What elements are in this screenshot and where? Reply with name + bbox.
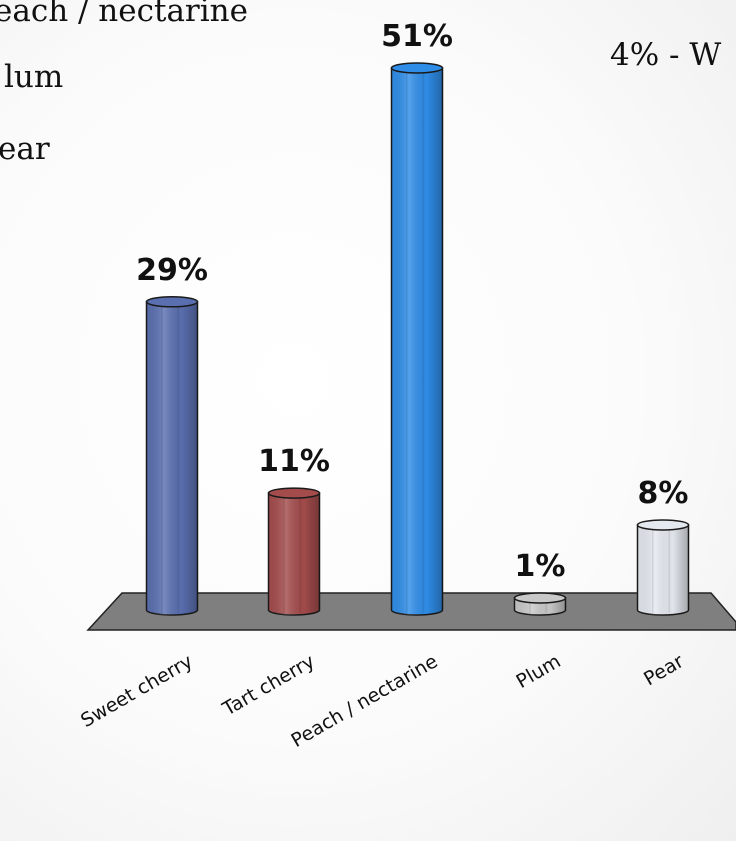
side-list-item-peach: each / nectarine: [0, 0, 248, 29]
bar-plum: [513, 592, 567, 616]
tick-label-sweet-cherry: Sweet cherry: [77, 650, 196, 732]
bar-peach-nectarine: [390, 62, 444, 616]
side-note: 4% - W: [610, 37, 722, 73]
tick-label-tart-cherry: Tart cherry: [218, 650, 318, 721]
data-label-tart-cherry: 11%: [258, 444, 330, 479]
bar-tart-cherry: [267, 487, 321, 616]
data-label-pear: 8%: [638, 476, 689, 511]
tick-label-pear: Pear: [640, 650, 687, 690]
side-list-item-plum: lum: [4, 59, 64, 95]
bar-sweet-cherry: [145, 296, 199, 616]
data-label-peach-nectarine: 51%: [381, 19, 453, 54]
tick-label-plum: Plum: [513, 650, 565, 693]
data-label-sweet-cherry: 29%: [136, 253, 208, 288]
data-label-plum: 1%: [515, 549, 566, 584]
bar-pear: [636, 519, 690, 616]
side-list-item-pear: ear: [0, 131, 50, 167]
